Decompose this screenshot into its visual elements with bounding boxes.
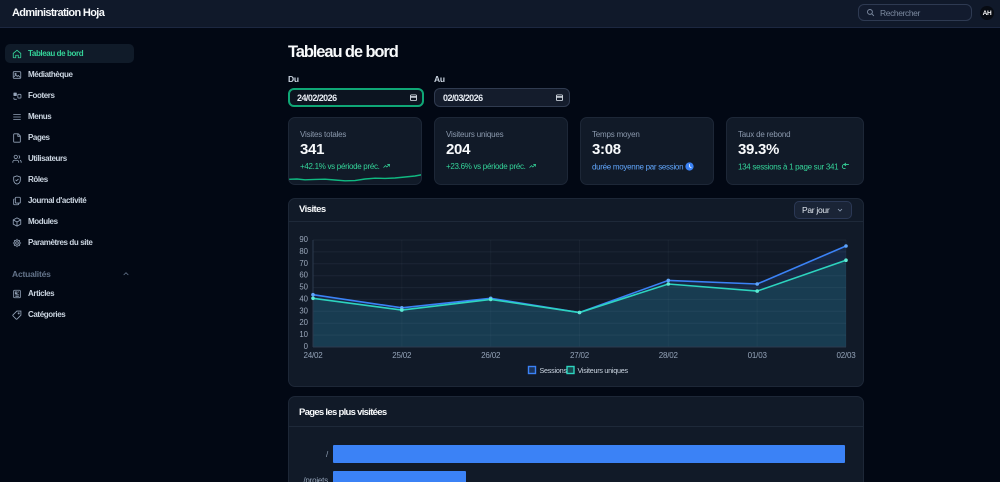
svg-text:28/02: 28/02 (659, 351, 679, 360)
svg-text:50: 50 (299, 283, 308, 292)
svg-text:20: 20 (299, 318, 308, 327)
svg-text:70: 70 (299, 259, 308, 268)
svg-text:80: 80 (299, 247, 308, 256)
svg-text:24/02: 24/02 (303, 351, 323, 360)
svg-text:02/03: 02/03 (836, 351, 856, 360)
svg-text:01/03: 01/03 (748, 351, 768, 360)
svg-text:10: 10 (299, 330, 308, 339)
svg-text:30: 30 (299, 306, 308, 315)
svg-text:26/02: 26/02 (481, 351, 501, 360)
svg-text:60: 60 (299, 271, 308, 280)
svg-text:90: 90 (299, 235, 308, 244)
svg-text:0: 0 (304, 342, 309, 351)
svg-text:Sessions: Sessions (540, 366, 568, 375)
svg-text:27/02: 27/02 (570, 351, 590, 360)
svg-text:Visiteurs uniques: Visiteurs uniques (578, 366, 629, 375)
svg-text:40: 40 (299, 294, 308, 303)
svg-text:25/02: 25/02 (392, 351, 412, 360)
